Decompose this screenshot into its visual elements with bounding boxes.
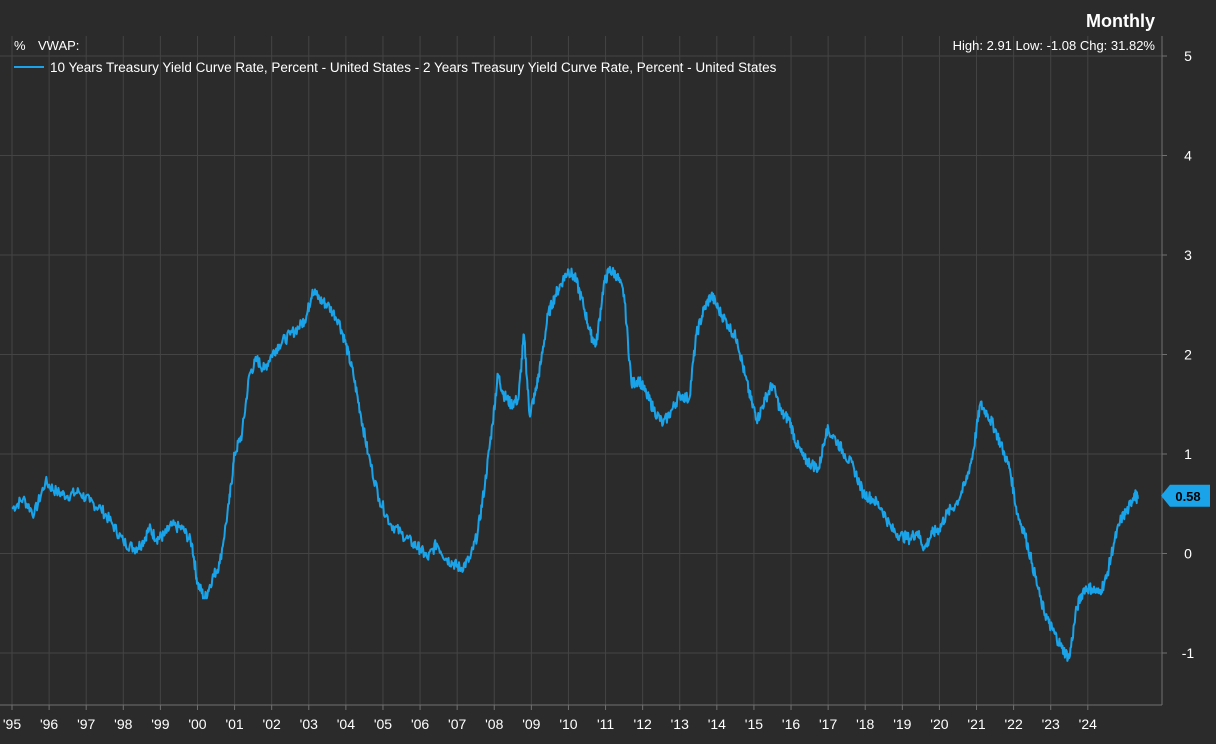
x-tick-label: '07 bbox=[448, 716, 466, 732]
x-tick-label: '06 bbox=[411, 716, 429, 732]
x-tick-label: '01 bbox=[225, 716, 243, 732]
last-value-badge-shape bbox=[1161, 484, 1210, 507]
y-tick-label: 4 bbox=[1184, 148, 1192, 164]
x-tick-label: '15 bbox=[745, 716, 763, 732]
x-tick-label: '05 bbox=[374, 716, 392, 732]
last-value-label: 0.58 bbox=[1175, 489, 1200, 504]
y-tick-label: 1 bbox=[1184, 446, 1192, 462]
stats-text: High: 2.91 Low: -1.08 Chg: 31.82% bbox=[953, 38, 1156, 53]
x-tick-label: '99 bbox=[151, 716, 169, 732]
x-tick-label: '13 bbox=[671, 716, 689, 732]
x-tick-label: '20 bbox=[930, 716, 948, 732]
x-tick-label: '04 bbox=[337, 716, 355, 732]
x-tick-label: '09 bbox=[522, 716, 540, 732]
x-tick-label: '97 bbox=[77, 716, 95, 732]
x-tick-label: '21 bbox=[967, 716, 985, 732]
vwap-label: VWAP: bbox=[38, 38, 79, 53]
x-tick-label: '98 bbox=[114, 716, 132, 732]
x-tick-label: '12 bbox=[634, 716, 652, 732]
y-tick-layer: 5 4 3 2 1 0 -1 bbox=[1162, 48, 1194, 661]
unit-label: % bbox=[14, 38, 26, 53]
series-line bbox=[11, 265, 1139, 662]
x-tick-layer: '95 '96 '97 '98 '99 '00 '01 '02 '03 '04 '05 '06 '07 '… bbox=[3, 705, 1097, 732]
x-tick-label: '24 bbox=[1079, 716, 1097, 732]
x-tick-label: '02 bbox=[263, 716, 281, 732]
y-tick-label: 5 bbox=[1184, 48, 1192, 64]
y-tick-label: -1 bbox=[1182, 645, 1195, 661]
x-tick-label: '16 bbox=[782, 716, 800, 732]
x-tick-label: '95 bbox=[3, 716, 21, 732]
y-tick-label: 2 bbox=[1184, 347, 1192, 363]
x-tick-label: '22 bbox=[1004, 716, 1022, 732]
x-tick-label: '03 bbox=[300, 716, 318, 732]
x-tick-label: '23 bbox=[1042, 716, 1060, 732]
y-tick-label: 0 bbox=[1184, 546, 1192, 562]
series-layer bbox=[11, 265, 1139, 662]
legend-series-name: 10 Years Treasury Yield Curve Rate, Perc… bbox=[50, 60, 777, 75]
x-tick-label: '10 bbox=[559, 716, 577, 732]
x-tick-label: '08 bbox=[485, 716, 503, 732]
x-tick-label: '00 bbox=[188, 716, 206, 732]
x-tick-label: '19 bbox=[893, 716, 911, 732]
x-tick-label: '96 bbox=[40, 716, 58, 732]
x-tick-label: '14 bbox=[708, 716, 726, 732]
x-tick-label: '11 bbox=[597, 716, 614, 732]
x-tick-label: '18 bbox=[856, 716, 874, 732]
last-value-badge: 0.58 bbox=[1161, 484, 1210, 507]
x-tick-label: '17 bbox=[819, 716, 837, 732]
y-tick-label: 3 bbox=[1184, 247, 1192, 263]
chart-title: Monthly bbox=[1086, 11, 1155, 31]
legend: 10 Years Treasury Yield Curve Rate, Perc… bbox=[14, 60, 777, 75]
